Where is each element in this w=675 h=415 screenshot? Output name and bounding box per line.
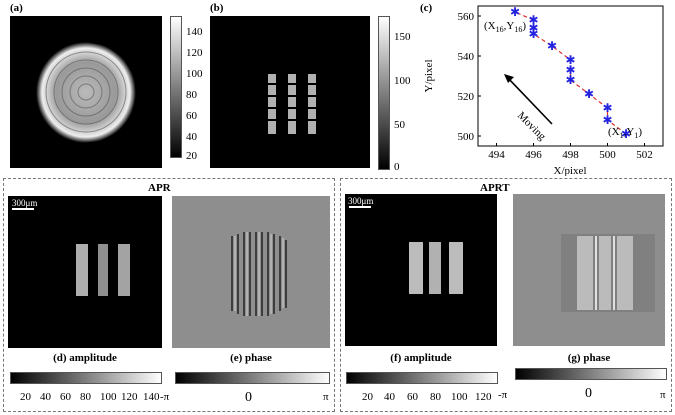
cbar-e-tick: -π <box>160 391 170 403</box>
y-tick-label: 560 <box>458 11 475 23</box>
colorbar-a <box>170 16 182 158</box>
panel-b-image <box>210 16 370 168</box>
cbar-f-tick: 60 <box>407 391 418 403</box>
x-tick-label: 494 <box>488 149 505 161</box>
cbar-d-tick: 80 <box>80 391 91 403</box>
diffraction-pattern-b <box>265 74 320 134</box>
panel-b-label: (b) <box>210 2 224 14</box>
trajectory-point: ✱ <box>565 53 575 67</box>
trajectory-point: ✱ <box>565 63 575 77</box>
cbar-f-tick: 120 <box>475 391 492 403</box>
cbar-f-tick: 100 <box>451 391 468 403</box>
trajectory-point: ✱ <box>621 127 631 141</box>
cbar-a-tick: 140 <box>186 26 203 38</box>
cbar-d-tick: 40 <box>40 391 51 403</box>
trajectory-point: ✱ <box>510 5 520 19</box>
cbar-a-tick: 120 <box>186 47 203 59</box>
cbar-f-tick: 40 <box>384 391 395 403</box>
cbar-d-tick: 140 <box>143 391 160 403</box>
moving-arrow-head <box>504 74 514 83</box>
start-point-label: (X1,Y1) <box>608 126 642 140</box>
phase-image-e <box>231 232 287 316</box>
cbar-d-tick: 120 <box>121 391 138 403</box>
cbar-g-tick: π <box>660 389 666 401</box>
panel-a-label: (a) <box>10 2 23 14</box>
scalebar-apr: 300μm <box>12 198 38 208</box>
panel-g-image <box>513 194 665 346</box>
cbar-e-tick: π <box>323 391 329 403</box>
colorbar-g <box>515 368 667 380</box>
trajectory-chart: 494 496 498 500 502 560 540 520 500 ✱ ✱ ✱ ✱ ✱ ✱ ✱ ✱ ✱ ✱ ✱… <box>418 4 670 177</box>
cbar-a-tick: 60 <box>186 110 197 122</box>
cbar-a-tick: 80 <box>186 89 197 101</box>
cbar-f-tick: 80 <box>430 391 441 403</box>
cbar-g-tick: 0 <box>585 386 592 401</box>
y-tick-label: 520 <box>458 91 475 103</box>
cbar-b-tick: 100 <box>394 75 411 87</box>
x-tick-label: 500 <box>599 149 616 161</box>
trajectory-point: ✱ <box>528 13 538 27</box>
panel-e-image <box>172 196 330 348</box>
trajectory-line <box>514 11 627 135</box>
cbar-d-tick: 100 <box>100 391 117 403</box>
colorbar-e <box>175 372 330 384</box>
cbar-b-tick: 50 <box>394 119 405 131</box>
x-tick-label: 502 <box>636 149 653 161</box>
colorbar-f <box>346 372 498 384</box>
caption-e: (e) phase <box>230 352 272 364</box>
y-tick-label: 540 <box>458 51 475 63</box>
cbar-b-tick: 0 <box>394 161 400 173</box>
phase-image-g <box>561 234 655 312</box>
cbar-b-tick: 150 <box>394 31 411 43</box>
end-point-label: (X16,Y16) <box>484 20 526 34</box>
y-axis-label: Y/pixel <box>423 60 435 93</box>
panel-f-image <box>345 194 497 346</box>
aprt-title: APRT <box>480 182 510 194</box>
y-tick-label: 500 <box>458 131 475 143</box>
x-axis-label: X/pixel <box>554 165 587 176</box>
cbar-f-tick: 20 <box>362 391 373 403</box>
colorbar-b <box>378 16 390 170</box>
trajectory-point: ✱ <box>584 87 594 101</box>
panel-a-image <box>10 16 162 168</box>
trajectory-point: ✱ <box>528 21 538 35</box>
trajectory-point: ✱ <box>602 101 612 115</box>
x-tick-label: 498 <box>562 149 579 161</box>
cbar-g-tick: -π <box>498 389 508 401</box>
caption-f: (f) amplitude <box>390 352 452 364</box>
cbar-a-tick: 100 <box>186 68 203 80</box>
apr-box <box>3 178 335 412</box>
trajectory-point: ✱ <box>547 39 557 53</box>
panel-c-label: (c) <box>420 2 433 14</box>
trajectory-point: ✱ <box>602 113 612 127</box>
cbar-a-tick: 40 <box>186 131 197 143</box>
colorbar-d <box>10 372 162 384</box>
x-tick-label: 496 <box>525 149 542 161</box>
cbar-d-tick: 60 <box>60 391 71 403</box>
amplitude-image-f <box>349 206 463 294</box>
cbar-d-tick: 20 <box>20 391 31 403</box>
trajectory-point: ✱ <box>565 73 575 87</box>
panel-d-image <box>8 196 162 348</box>
caption-d: (d) amplitude <box>53 352 117 364</box>
scalebar-aprt: 300μm <box>348 196 374 206</box>
caption-g: (g) phase <box>567 352 611 364</box>
aprt-box <box>340 178 672 412</box>
moving-arrow <box>505 75 553 125</box>
trajectory-point: ✱ <box>528 27 538 41</box>
diffraction-pattern-a <box>36 42 136 143</box>
apr-title: APR <box>148 182 171 194</box>
cbar-a-tick: 20 <box>186 150 197 162</box>
amplitude-image-d <box>12 208 130 296</box>
cbar-e-tick: 0 <box>245 390 252 405</box>
